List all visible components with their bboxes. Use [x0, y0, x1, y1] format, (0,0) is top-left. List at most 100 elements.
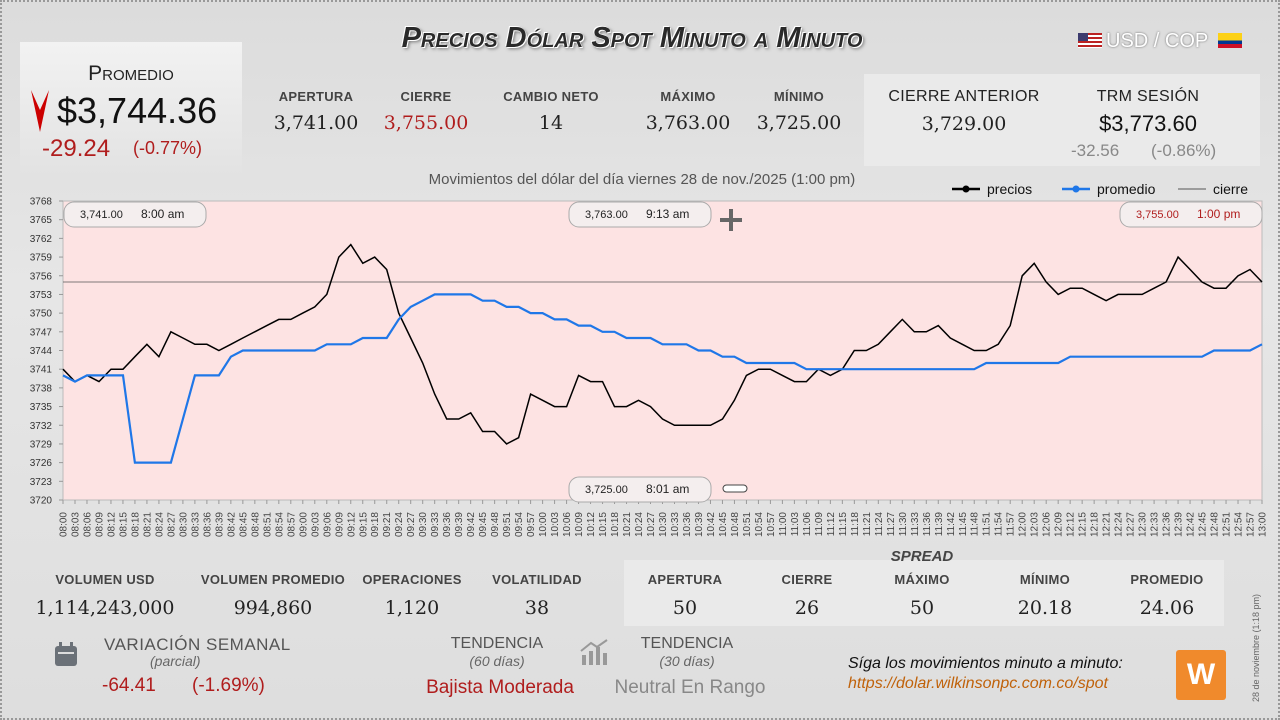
logo[interactable]: W: [1176, 650, 1226, 700]
x-tick-label: 09:30: [418, 512, 429, 537]
x-tick-label: 11:39: [934, 512, 945, 537]
x-tick-label: 11:54: [994, 512, 1005, 537]
x-tick-label: 10:21: [622, 512, 633, 537]
promedio-change: -29.24: [42, 135, 111, 162]
footer-text: Síga los movimientos minuto a minuto:: [848, 655, 1123, 672]
x-tick-label: 10:27: [646, 512, 657, 537]
legend-label: promedio: [1097, 181, 1156, 197]
stat-label: OPERACIONES: [362, 572, 462, 587]
x-tick-label: 08:06: [82, 512, 93, 537]
spread-value: 20.18: [1017, 597, 1073, 619]
spread-value: 50: [909, 597, 935, 619]
trend-icon: [580, 639, 608, 665]
spread-value: 50: [672, 597, 698, 619]
x-tick-label: 11:24: [874, 512, 885, 537]
y-tick-label: 3759: [30, 253, 53, 264]
weekly-change-pct: (-1.69%): [192, 675, 265, 696]
annotation-box: [1119, 201, 1263, 228]
x-tick-label: 08:57: [286, 512, 297, 537]
summary-label: APERTURA: [278, 89, 354, 104]
x-tick-label: 08:30: [178, 512, 189, 537]
summary-label: MÁXIMO: [660, 89, 716, 104]
x-tick-label: 12:51: [1222, 512, 1233, 537]
annotation-value: 3,763.00: [585, 209, 628, 221]
x-tick-label: 12:48: [1210, 512, 1221, 537]
x-tick-label: 09:42: [466, 512, 477, 537]
co-flag: [1218, 33, 1242, 48]
x-tick-label: 08:03: [70, 512, 81, 537]
x-tick-label: 08:12: [106, 512, 117, 537]
x-tick-label: 08:24: [154, 512, 165, 537]
trend30-note: (30 días): [659, 653, 715, 669]
summary-value: 3,755.00: [383, 112, 469, 134]
x-tick-label: 09:06: [322, 512, 333, 537]
x-tick-label: 12:42: [1186, 512, 1197, 537]
x-tick-label: 10:24: [634, 512, 645, 537]
stat-label: VOLUMEN USD: [55, 572, 155, 587]
trm-value: $3,773.60: [1099, 111, 1197, 136]
x-tick-label: 12:21: [1102, 512, 1113, 537]
x-tick-label: 09:54: [514, 512, 525, 537]
y-tick-label: 3729: [30, 439, 53, 450]
x-tick-label: 09:18: [370, 512, 381, 537]
weekly-note: (parcial): [150, 653, 201, 669]
x-tick-label: 08:36: [202, 512, 213, 537]
annotation-value: 3,741.00: [80, 209, 123, 221]
trend60-note: (60 días): [469, 653, 525, 669]
x-tick-label: 11:18: [850, 512, 861, 537]
weekly-label: VARIACIÓN SEMANAL: [104, 635, 291, 654]
annotation-box: [568, 476, 712, 503]
y-tick-label: 3753: [30, 290, 53, 301]
trm-label: TRM SESIÓN: [1096, 88, 1200, 105]
x-tick-label: 11:30: [898, 512, 909, 537]
x-tick-label: 11:33: [910, 512, 921, 537]
down-arrow: [31, 90, 49, 132]
legend-label: cierre: [1213, 181, 1248, 197]
y-tick-label: 3720: [30, 496, 53, 507]
x-tick-label: 11:00: [778, 512, 789, 537]
x-tick-label: 11:03: [790, 512, 801, 537]
x-tick-label: 08:27: [166, 512, 177, 537]
annotation-time: 1:00 pm: [1197, 207, 1240, 221]
chart-subtitle: Movimientos del dólar del día viernes 28…: [428, 171, 856, 188]
legend-dot: [1072, 185, 1080, 193]
x-tick-label: 13:00: [1258, 512, 1269, 537]
x-tick-label: 12:45: [1198, 512, 1209, 537]
x-tick-label: 11:51: [982, 512, 993, 537]
x-tick-label: 12:12: [1066, 512, 1077, 537]
spread-label: PROMEDIO: [1130, 572, 1204, 587]
x-tick-label: 11:27: [886, 512, 897, 537]
spread-panel: [624, 560, 1224, 626]
x-tick-label: 09:15: [358, 512, 369, 537]
x-tick-label: 08:09: [94, 512, 105, 537]
x-tick-label: 11:06: [802, 512, 813, 537]
spread-label: CIERRE: [781, 572, 833, 587]
x-tick-label: 12:30: [1138, 512, 1149, 537]
trend30-label: TENDENCIA: [640, 635, 734, 652]
x-tick-label: 09:57: [526, 512, 537, 537]
calendar-icon: [55, 642, 77, 666]
x-tick-label: 12:27: [1126, 512, 1137, 537]
x-tick-label: 10:30: [658, 512, 669, 537]
x-tick-label: 10:33: [670, 512, 681, 537]
annotation-box: [63, 201, 207, 228]
x-tick-label: 08:51: [262, 512, 273, 537]
y-tick-label: 3726: [30, 458, 53, 469]
summary-label: CIERRE: [400, 89, 452, 104]
x-tick-label: 10:15: [598, 512, 609, 537]
x-tick-label: 10:54: [754, 512, 765, 537]
y-tick-label: 3765: [30, 215, 53, 226]
x-tick-label: 09:27: [406, 512, 417, 537]
spread-label: MÁXIMO: [894, 572, 950, 587]
x-tick-label: 09:09: [334, 512, 345, 537]
x-tick-label: 09:39: [454, 512, 465, 537]
footer-url[interactable]: https://dolar.wilkinsonpc.com.co/spot: [848, 675, 1108, 692]
x-tick-label: 08:48: [250, 512, 261, 537]
x-tick-label: 11:45: [958, 512, 969, 537]
x-tick-label: 11:12: [826, 512, 837, 537]
x-tick-label: 10:48: [730, 512, 741, 537]
x-tick-label: 08:18: [130, 512, 141, 537]
crosshair-icon: [720, 209, 742, 231]
stat-value: 1,114,243,000: [35, 597, 175, 619]
